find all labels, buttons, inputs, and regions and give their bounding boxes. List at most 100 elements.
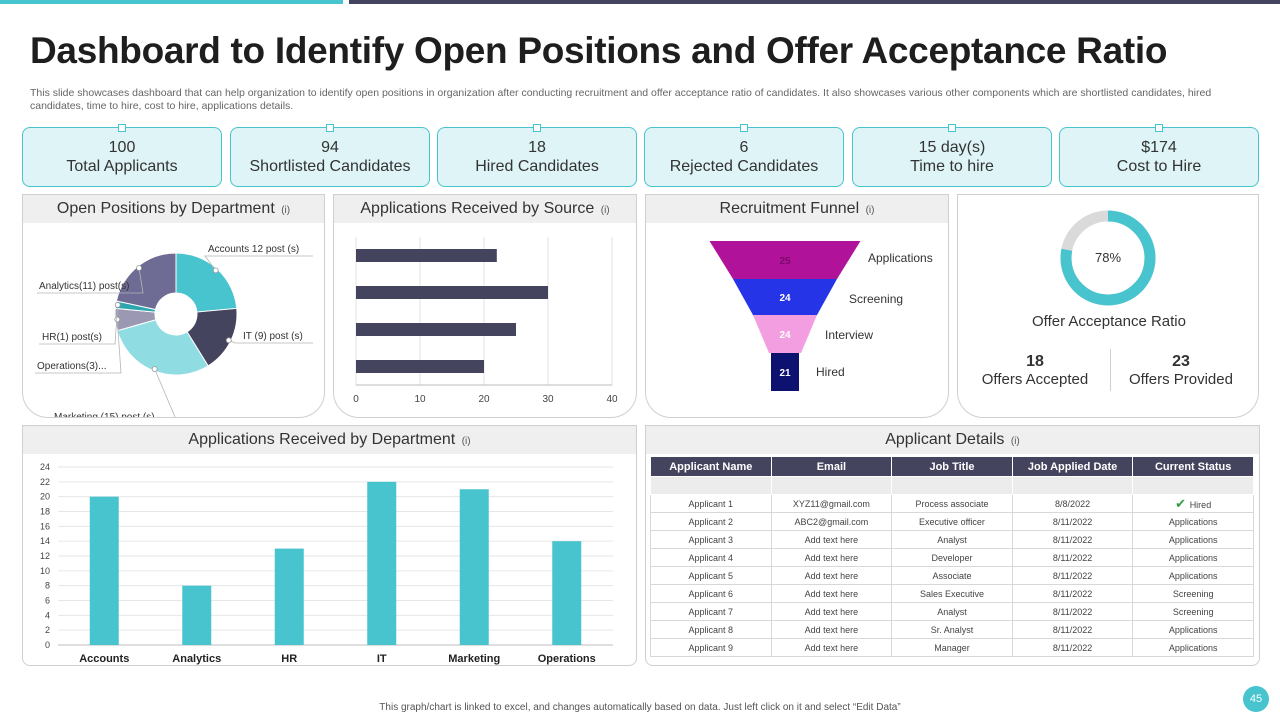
cell-job-title: Process associate [891, 494, 1013, 513]
column-header-job-applied-date: Job Applied Date [1011, 456, 1134, 477]
cell-job-applied-date: 8/11/2022 [1011, 602, 1134, 621]
page-number: 45 [1243, 686, 1269, 712]
panel-applications-by-source: Applications Received by Source (i) 0 10 2… [333, 194, 637, 418]
pie-leader-line [35, 319, 122, 374]
cell-applicant-name: Applicant 1 [650, 494, 772, 513]
pie-slice-marketing [116, 319, 209, 376]
bar-operations [552, 541, 582, 645]
cell-applicant-name: Applicant 2 [650, 512, 772, 531]
y-tick-label: 10 [40, 566, 50, 576]
funnel-value-interview: 24 [779, 330, 791, 341]
info-icon[interactable]: (i) [865, 205, 875, 216]
funnel-label-screening: Screening [849, 292, 903, 306]
cell-job-title: Analyst [891, 530, 1013, 549]
x-tick-label-analytics: Analytics [172, 653, 221, 665]
y-tick-label: 0 [45, 640, 50, 650]
x-tick-label: 0 [353, 394, 359, 405]
offer-acceptance-donut-chart: 78% [1060, 210, 1156, 306]
cell-email: Add text here [770, 602, 893, 621]
cell-current-status: Applications [1132, 530, 1254, 549]
cell-job-applied-date: 8/8/2022 [1011, 494, 1134, 513]
funnel-segment-interview [753, 315, 817, 353]
panel-title: Applications Received by Department [188, 431, 456, 448]
column-header-email: Email [770, 456, 893, 477]
table-row: Applicant 7 Add text here Analyst 8/11/2022… [650, 602, 1254, 621]
kpi-label: Time to hire [910, 158, 994, 175]
pie-leader-dot [225, 337, 232, 344]
kpi-shortlisted-candidates: 94 Shortlisted Candidates [230, 124, 430, 187]
table-row: Applicant 6 Add text here Sales Executive 8… [650, 584, 1254, 603]
page-subtitle: This slide showcases dashboard that can … [30, 87, 1212, 112]
cell-applicant-name: Applicant 9 [650, 638, 772, 657]
y-tick-label: 20 [40, 492, 50, 502]
kpi-label: Cost to Hire [1116, 158, 1202, 175]
funnel-value-hired: 21 [779, 368, 791, 379]
cell-job-title: Executive officer [891, 512, 1013, 531]
cell-job-title: Manager [891, 638, 1013, 657]
cell-applicant-name: Applicant 5 [650, 566, 772, 585]
kpi-value: 94 [321, 139, 339, 156]
pie-leader-line [37, 267, 144, 294]
cell-job-title: Sr. Analyst [891, 620, 1013, 639]
table-row: Applicant 9 Add text here Manager 8/11/2022… [650, 638, 1254, 657]
table-row: Applicant 5 Add text here Associate 8/11/20… [650, 566, 1254, 585]
pie-leader-dot [136, 265, 142, 271]
kpi-total-applicants: 100 Total Applicants [22, 124, 222, 187]
panel-recruitment-funnel: Recruitment Funnel (i) 25 Applications 24 S… [645, 194, 949, 418]
pie-leader-line [154, 368, 176, 417]
cell-current-status: Applications [1132, 566, 1254, 585]
kpi-label: Shortlisted Candidates [249, 158, 411, 175]
top-accent-bar-dark [349, 0, 1280, 4]
kpi-label: Hired Candidates [475, 158, 599, 175]
cell-applicant-name: Applicant 6 [650, 584, 772, 603]
connector-dot [948, 124, 956, 132]
y-tick-label: 4 [45, 610, 50, 620]
pie-label-analytics: Analytics(11) post(s) [39, 281, 129, 292]
cell-email: Add text here [770, 638, 893, 657]
kpi-hired-candidates: 18 Hired Candidates [437, 124, 637, 187]
table-row: Applicant 1 XYZ11@gmail.com Process associ… [650, 494, 1254, 513]
bar-marketing [459, 489, 489, 645]
info-icon[interactable]: (i) [1010, 436, 1020, 447]
cell-email: Add text here [770, 530, 893, 549]
info-icon[interactable]: (i) [281, 205, 291, 216]
connector-dot [118, 124, 126, 132]
bar-source-3 [356, 323, 516, 336]
cell-job-applied-date: 8/11/2022 [1011, 620, 1134, 639]
offer-caption: Offer Acceptance Ratio [1032, 313, 1186, 330]
pie-label-it: IT (9) post (s) [243, 331, 303, 342]
cell-job-title: Analyst [891, 602, 1013, 621]
cell-current-status: Screening [1132, 602, 1254, 621]
kpi-value: 100 [108, 139, 136, 156]
table-row: Applicant 4 Add text here Developer 8/11/20… [650, 548, 1254, 567]
cell-current-status: ✔ Hired [1132, 494, 1254, 513]
x-tick-label-it: IT [377, 653, 387, 665]
kpi-label: Rejected Candidates [669, 158, 819, 175]
y-tick-label: 24 [40, 462, 50, 472]
info-icon[interactable]: (i) [461, 436, 471, 447]
status-text: Hired [1189, 499, 1212, 510]
cell-email: XYZ11@gmail.com [770, 494, 893, 513]
info-icon[interactable]: (i) [600, 205, 610, 216]
table-spacer-row [650, 476, 1254, 495]
x-tick-label: 20 [478, 394, 490, 405]
cell-current-status: Applications [1132, 620, 1254, 639]
connector-dot [740, 124, 748, 132]
funnel-segment-hired [771, 353, 799, 391]
offers-provided-stat: 23 Offers Provided [1106, 353, 1256, 388]
pie-leader-dot [114, 316, 121, 323]
cell-job-title: Associate [891, 566, 1013, 585]
connector-dot [1155, 124, 1163, 132]
stat-divider [1110, 349, 1111, 391]
funnel-label-interview: Interview [825, 328, 873, 342]
bar-hr [274, 548, 304, 645]
cell-job-title: Developer [891, 548, 1013, 567]
pie-label-hr: HR(1) post(s) [42, 332, 102, 343]
pie-leader-line [39, 304, 119, 345]
x-tick-label-marketing: Marketing [448, 653, 500, 665]
funnel-segment-screening [733, 279, 837, 315]
x-tick-label-accounts: Accounts [79, 653, 129, 665]
pie-slice-analytics [115, 252, 177, 311]
recruitment-funnel-chart: 25 Applications 24 Screening 24 Interview 21 Hi… [709, 241, 933, 391]
column-header-current-status: Current Status [1132, 456, 1254, 477]
